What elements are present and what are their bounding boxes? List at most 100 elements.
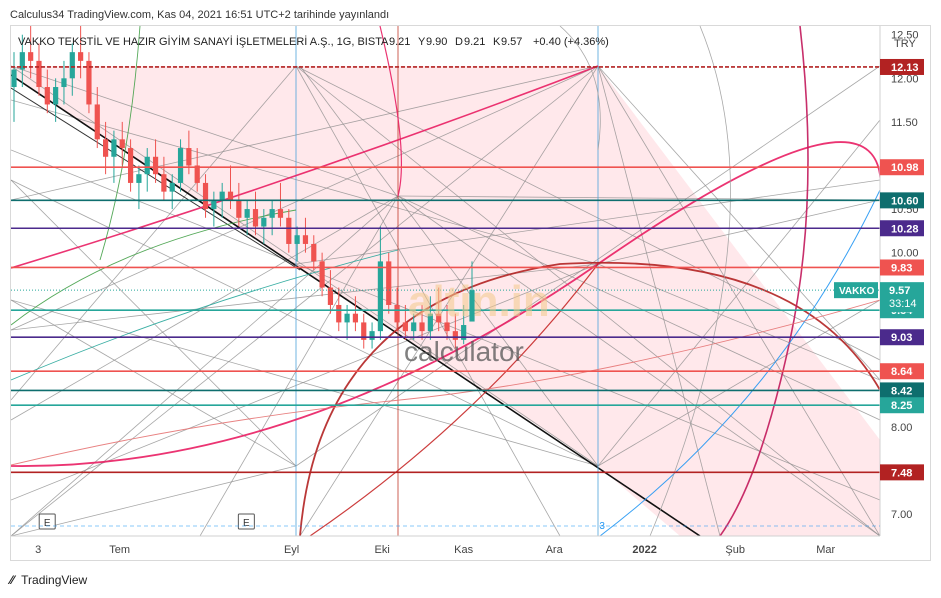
time-tick-0: 3 xyxy=(35,544,41,556)
candle-44 xyxy=(377,226,383,340)
candle-32 xyxy=(277,182,284,227)
candle-2 xyxy=(28,26,34,79)
ohlc-close-label: K xyxy=(493,36,501,48)
footer: ⁄⁄ TradingView xyxy=(10,573,87,587)
candle-46 xyxy=(394,287,400,332)
level-tag-bg-10 xyxy=(880,464,924,481)
candle-body-7 xyxy=(69,52,75,79)
candle-18 xyxy=(161,156,167,201)
gann-line-35 xyxy=(295,179,880,265)
ohlc-open-label: A xyxy=(381,36,389,48)
time-tick-7: Şub xyxy=(725,544,745,556)
candle-body-52 xyxy=(444,322,450,332)
time-tick-6: 2022 xyxy=(632,544,656,556)
candle-38 xyxy=(327,270,334,314)
candle-body-26 xyxy=(227,191,234,201)
candle-body-1 xyxy=(19,52,25,70)
time-tick-2: Eyl xyxy=(284,544,299,556)
candle-36 xyxy=(311,235,317,271)
candle-body-8 xyxy=(78,52,84,61)
time-tick-4: Kas xyxy=(454,544,473,556)
candle-28 xyxy=(244,200,250,236)
gann-line-16 xyxy=(597,299,880,467)
candle-55 xyxy=(469,261,475,322)
gann-line-31 xyxy=(295,65,880,467)
level-tag-bg-9 xyxy=(880,397,924,414)
candle-body-51 xyxy=(436,313,442,323)
gann-line-13 xyxy=(11,65,599,467)
gann-line-17 xyxy=(397,195,880,421)
candle-37 xyxy=(319,252,325,297)
level-tag-8: 8.42 xyxy=(891,385,912,397)
candle-body-14 xyxy=(127,148,134,183)
candle-0 xyxy=(11,52,17,122)
candle-body-11 xyxy=(103,139,109,157)
candle-8 xyxy=(78,26,84,79)
gann-line-10 xyxy=(11,65,599,201)
candle-body-9 xyxy=(86,60,92,105)
candle-body-55 xyxy=(469,290,475,322)
countdown-tag: 33:14 xyxy=(889,298,917,310)
gann-arc-0 xyxy=(11,141,880,467)
gann-arc-5 xyxy=(379,26,403,197)
gann-line-25 xyxy=(11,263,599,331)
gann-line-21 xyxy=(397,195,880,201)
candle-body-38 xyxy=(327,287,334,305)
candle-19 xyxy=(169,174,175,210)
gann-line-30 xyxy=(11,465,297,536)
level-tag-2: 10.60 xyxy=(891,195,919,207)
candle-42 xyxy=(361,313,367,349)
level-tag-bg-7 xyxy=(880,363,924,380)
gann-line-29 xyxy=(11,299,297,467)
candle-body-25 xyxy=(219,191,225,201)
time-tick-3: Eki xyxy=(374,544,389,556)
tradingview-logo-icon: ⁄⁄ xyxy=(10,573,15,587)
candle-13 xyxy=(119,121,125,166)
candle-17 xyxy=(152,139,159,183)
candle-9 xyxy=(86,52,92,114)
ohlc-high-value: 9.90 xyxy=(426,36,447,48)
candle-body-40 xyxy=(344,313,350,323)
candle-body-43 xyxy=(369,331,375,340)
watermark-sub: calculator xyxy=(404,336,524,367)
level-tag-10: 7.48 xyxy=(891,467,912,479)
gann-arc-12 xyxy=(649,26,731,536)
candle-6 xyxy=(61,60,67,105)
ohlc-close-value: 9.57 xyxy=(501,36,522,48)
gann-arc-9 xyxy=(11,299,880,466)
publish-line: Calculus34 TradingView.com, Kas 04, 2021… xyxy=(10,9,390,21)
candle-body-32 xyxy=(277,209,284,218)
candle-body-44 xyxy=(377,261,383,332)
candle-body-16 xyxy=(144,156,150,175)
candle-body-15 xyxy=(136,174,142,183)
level-tag-bg-6 xyxy=(880,329,924,346)
event-marker-0: E xyxy=(44,518,51,529)
candle-body-31 xyxy=(269,209,275,218)
candle-body-41 xyxy=(352,313,359,323)
candle-body-3 xyxy=(36,60,42,88)
gann-arc-7 xyxy=(11,249,399,381)
time-tick-1: Tem xyxy=(109,544,130,556)
level-tag-bg-4 xyxy=(880,259,924,276)
candle-45 xyxy=(386,252,392,314)
level-tag-4: 9.83 xyxy=(891,262,912,274)
candle-body-39 xyxy=(336,304,342,323)
candle-41 xyxy=(352,296,359,332)
event-marker-bg-0 xyxy=(38,513,56,530)
candle-15 xyxy=(136,165,142,210)
ohlc-change-value: +0.40 (+4.36%) xyxy=(533,36,609,48)
ohlc-open-value: 9.21 xyxy=(389,36,410,48)
event-marker-bg-1 xyxy=(237,513,255,530)
candle-34 xyxy=(294,226,300,262)
marker-3: 3 xyxy=(599,521,605,532)
candle-33 xyxy=(286,209,292,253)
candle-24 xyxy=(211,191,217,227)
candle-26 xyxy=(227,165,234,210)
gann-arc-1 xyxy=(11,65,599,269)
last-price-tag: 9.57 xyxy=(889,285,910,297)
gann-arc-10 xyxy=(99,26,141,261)
gann-line-15 xyxy=(597,119,880,467)
candle-12 xyxy=(111,130,117,183)
level-tag-0: 12.13 xyxy=(891,62,919,74)
